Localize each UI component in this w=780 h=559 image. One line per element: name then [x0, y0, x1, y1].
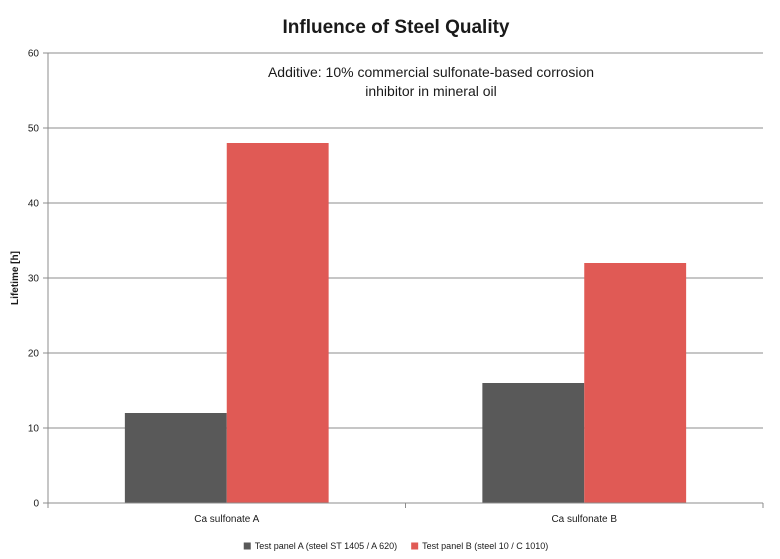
y-tick-label: 30: [28, 274, 40, 285]
y-tick-label: 0: [33, 499, 39, 510]
x-tick-label: Ca sulfonate B: [551, 514, 617, 525]
y-tick-label: 10: [28, 424, 40, 435]
bar: [584, 263, 687, 503]
bar: [482, 383, 585, 503]
legend-swatch: [243, 542, 251, 550]
chart-annotation-line-1: Additive: 10% commercial sulfonate-based…: [268, 64, 594, 80]
legend: Test panel A (steel ST 1405 / A 620) Test…: [243, 541, 548, 551]
legend-label: Test panel A (steel ST 1405 / A 620): [255, 541, 397, 551]
legend-swatch: [411, 542, 419, 550]
axes: 0 10 20 30 40 50 60 Ca sulfonate A Ca sulfonate …: [28, 49, 764, 525]
bars: [124, 143, 687, 503]
chart-title: Influence of Steel Quality: [283, 17, 510, 38]
chart-annotation-line-2: inhibitor in mineral oil: [365, 83, 497, 99]
x-tick-label: Ca sulfonate A: [194, 514, 259, 525]
legend-label: Test panel B (steel 10 / C 1010): [422, 541, 548, 551]
y-tick-label: 50: [28, 124, 40, 135]
y-tick-label: 40: [28, 199, 40, 210]
y-tick-label: 60: [28, 49, 40, 60]
y-tick-label: 20: [28, 349, 40, 360]
y-axis-label: Lifetime [h]: [10, 251, 21, 305]
bar: [226, 143, 329, 503]
bar: [124, 413, 227, 503]
